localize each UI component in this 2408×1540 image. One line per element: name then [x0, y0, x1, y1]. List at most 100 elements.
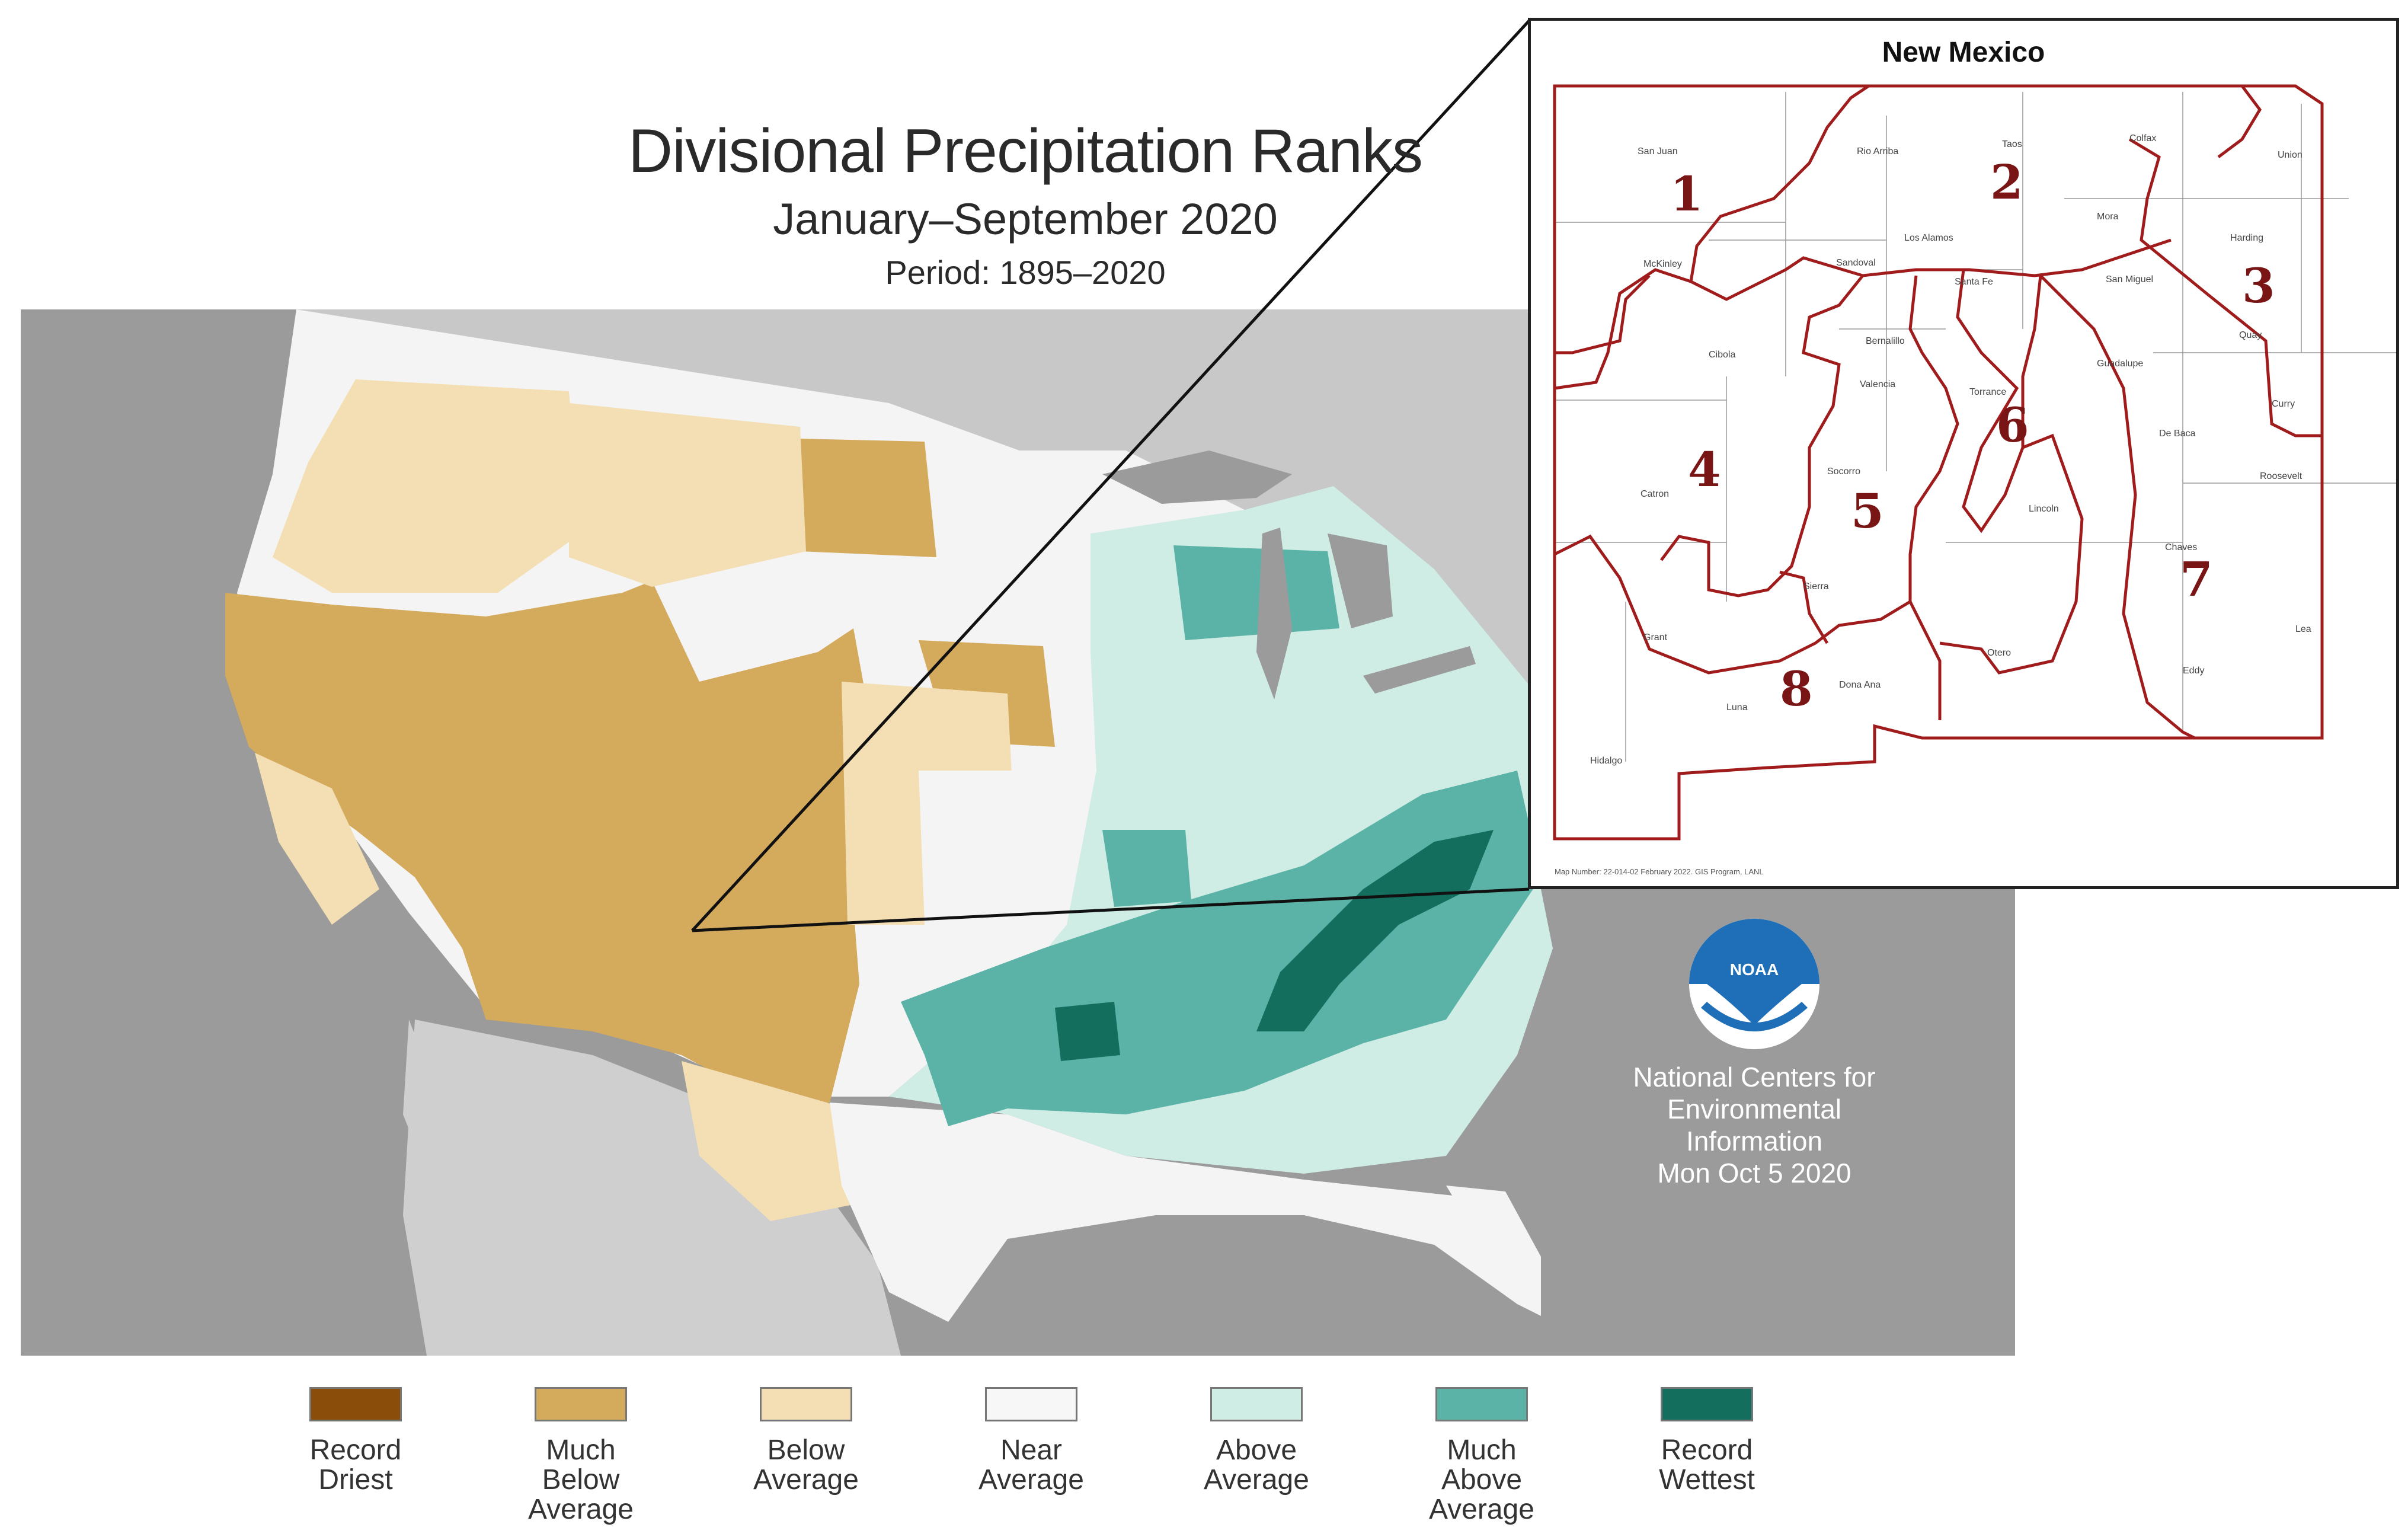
legend-swatch	[760, 1387, 852, 1421]
legend-swatch	[1435, 1387, 1528, 1421]
county-socorro: Socorro	[1827, 467, 1861, 477]
county-taos: Taos	[2002, 139, 2022, 149]
division-2-label: 2	[1990, 154, 2023, 210]
region-near-gulf	[830, 1103, 1517, 1322]
noaa-info: NOAA National Centers for Environmental …	[1600, 919, 1908, 1189]
legend-label: Below Average	[753, 1434, 859, 1496]
region-below-ca	[255, 753, 379, 925]
county-union: Union	[2278, 150, 2303, 160]
county-colfax: Colfax	[2129, 133, 2157, 143]
legend-item-below: Below Average	[735, 1387, 877, 1495]
new-mexico-map	[1553, 84, 2396, 841]
division-8-label: 8	[1780, 661, 1813, 717]
county-harding: Harding	[2230, 233, 2264, 243]
county-roosevelt: Roosevelt	[2260, 471, 2303, 481]
region-much-below-dakotas	[800, 439, 936, 557]
legend-label: Much Below Average	[528, 1434, 634, 1525]
county-grant: Grant	[1643, 632, 1668, 643]
noaa-logo-label: NOAA	[1729, 960, 1779, 979]
legend-item-much-below: Much Below Average	[510, 1387, 652, 1525]
region-much-above-mich	[1173, 545, 1339, 640]
legend-item-much-above: Much Above Average	[1411, 1387, 1553, 1525]
county-rio-arriba: Rio Arriba	[1857, 146, 1899, 156]
county-catron: Catron	[1640, 489, 1670, 499]
inset-pointer-line-bottom	[692, 887, 1530, 932]
division-5-label: 5	[1851, 483, 1884, 539]
legend: Record Driest Much Below Average Below A…	[284, 1387, 1825, 1529]
noaa-org-line-3: Information	[1686, 1126, 1823, 1156]
region-below-pnw	[273, 379, 581, 593]
region-below-texas	[682, 1061, 889, 1221]
lake-superior	[1102, 451, 1292, 504]
county-mora: Mora	[2097, 212, 2119, 222]
legend-swatch	[1210, 1387, 1303, 1421]
region-much-below-west	[225, 581, 877, 1103]
lake-michigan	[1256, 528, 1292, 699]
county-santa-fe: Santa Fe	[1955, 277, 1993, 287]
county-dona-ana: Dona Ana	[1839, 680, 1881, 690]
division-boundaries	[1553, 84, 2322, 740]
division-4-label: 4	[1688, 442, 1721, 497]
nm-state-outline	[1553, 84, 2324, 841]
new-mexico-inset: New Mexico San Juan Rio Arriba Taos Colf…	[1528, 18, 2399, 889]
county-san-miguel: San Miguel	[2106, 274, 2154, 285]
division-7-label: 7	[2180, 551, 2213, 607]
legend-swatch	[985, 1387, 1077, 1421]
map-title-block: Divisional Precipitation Ranks January–S…	[522, 113, 1529, 296]
region-record-wettest-tn	[1256, 830, 1494, 1031]
county-san-juan: San Juan	[1638, 146, 1678, 156]
county-sierra: Sierra	[1803, 582, 1829, 592]
mexico-land	[403, 1020, 901, 1356]
map-period: Period: 1895–2020	[885, 254, 1166, 291]
region-record-wettest-ar	[1055, 1002, 1120, 1061]
county-sandoval: Sandoval	[1836, 258, 1876, 268]
region-much-above-ozark	[1102, 830, 1191, 907]
map-title: Divisional Precipitation Ranks	[628, 117, 1423, 186]
legend-swatch	[1661, 1387, 1753, 1421]
county-los-alamos: Los Alamos	[1904, 233, 1953, 243]
baja-land	[403, 1020, 551, 1356]
county-guadalupe: Guadalupe	[2097, 359, 2144, 369]
county-otero: Otero	[1987, 648, 2012, 658]
county-mckinley: McKinley	[1643, 259, 1682, 269]
region-below-montana	[569, 403, 806, 587]
legend-label: Record Driest	[309, 1434, 402, 1496]
legend-label: Near Average	[978, 1434, 1084, 1496]
legend-label: Much Above Average	[1429, 1434, 1534, 1525]
county-chaves: Chaves	[2165, 542, 2198, 552]
legend-item-above: Above Average	[1185, 1387, 1328, 1495]
inset-pointer-line-top	[691, 20, 1530, 932]
county-boundaries	[1555, 92, 2396, 762]
county-eddy: Eddy	[2183, 666, 2205, 676]
legend-label: Above Average	[1204, 1434, 1309, 1496]
county-lincoln: Lincoln	[2029, 504, 2059, 514]
division-3-label: 3	[2242, 258, 2275, 314]
county-de-baca: De Baca	[2159, 429, 2196, 439]
county-bernalillo: Bernalillo	[1866, 336, 1905, 346]
region-near-florida	[1446, 1186, 1541, 1316]
noaa-logo-top	[1689, 919, 1819, 1025]
noaa-date: Mon Oct 5 2020	[1657, 1158, 1851, 1188]
county-hidalgo: Hidalgo	[1590, 756, 1623, 766]
lake-huron	[1328, 533, 1393, 628]
county-quay: Quay	[2239, 330, 2262, 340]
legend-item-near: Near Average	[960, 1387, 1102, 1495]
inset-footnote: Map Number: 22-014-02 February 2022. GIS…	[1555, 867, 1764, 876]
legend-label: Record Wettest	[1659, 1434, 1755, 1496]
division-6-label: 6	[1996, 397, 2029, 453]
county-lea: Lea	[2295, 624, 2311, 634]
noaa-org-line-2: Environmental	[1667, 1094, 1842, 1124]
region-near-plains	[919, 771, 1096, 925]
county-valencia: Valencia	[1860, 379, 1896, 389]
noaa-logo-wave	[1701, 1002, 1808, 1031]
map-subtitle: January–September 2020	[773, 194, 1278, 244]
inset-title: New Mexico	[1882, 37, 2045, 68]
legend-swatch	[309, 1387, 402, 1421]
lake-erie	[1363, 646, 1476, 694]
county-luna: Luna	[1726, 702, 1748, 713]
county-torrance: Torrance	[1969, 387, 2007, 397]
legend-swatch	[535, 1387, 627, 1421]
county-cibola: Cibola	[1709, 350, 1736, 360]
county-curry: Curry	[2272, 399, 2295, 409]
legend-item-record-driest: Record Driest	[284, 1387, 427, 1495]
